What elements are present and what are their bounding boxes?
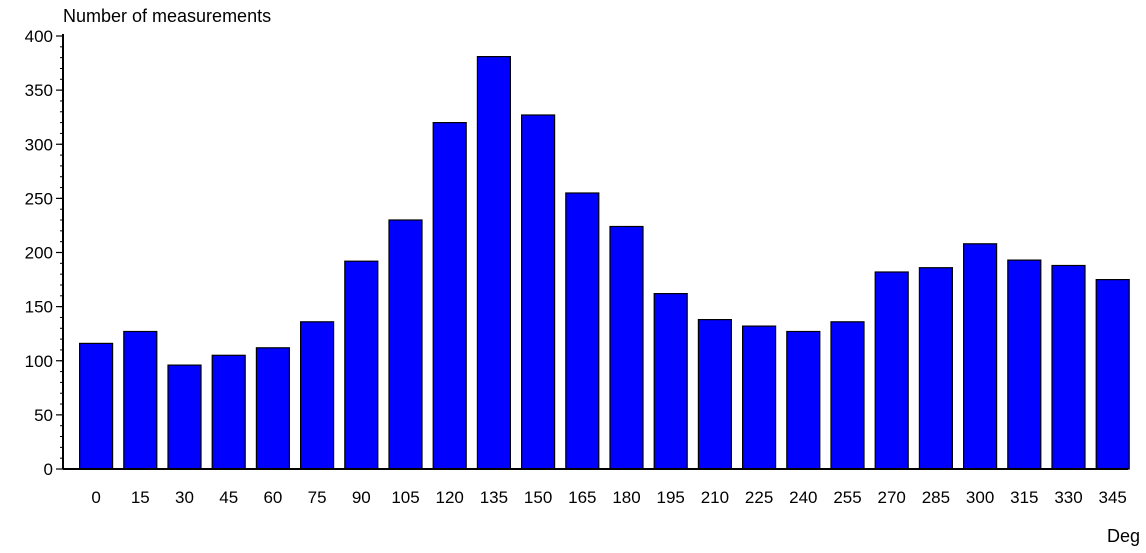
bar-240	[786, 330, 821, 470]
bar-90	[344, 260, 379, 470]
bar-60	[255, 347, 290, 470]
bar-180	[609, 225, 644, 470]
bar-225	[741, 325, 777, 470]
bar-270	[874, 271, 909, 470]
x-tick-label-150: 150	[524, 488, 552, 507]
y-axis: 0 50 100 150 200 250 300 350 400	[25, 27, 64, 479]
x-tick-label-180: 180	[612, 488, 640, 507]
x-axis: 0 15 30 45 60 75 90 105 120 135 150 165 180 195 210 225…	[63, 468, 1128, 507]
bar-120	[432, 121, 467, 470]
bar-345	[1095, 279, 1130, 470]
bar-210	[697, 319, 733, 470]
y-tick-label-300: 300	[25, 135, 53, 154]
x-tick-label-165: 165	[568, 488, 596, 507]
x-axis-label: Deg	[1107, 526, 1140, 546]
bar-285	[918, 267, 954, 470]
x-tick-label-105: 105	[391, 488, 419, 507]
x-tick-label-135: 135	[480, 488, 508, 507]
x-tick-label-120: 120	[436, 488, 464, 507]
x-tick-label-90: 90	[352, 488, 371, 507]
x-tick-label-30: 30	[175, 488, 194, 507]
x-tick-label-270: 270	[878, 488, 906, 507]
bar-195	[653, 293, 688, 470]
y-tick-label-0: 0	[44, 460, 53, 479]
bar-330	[1051, 264, 1086, 470]
x-tick-label-255: 255	[833, 488, 861, 507]
x-tick-label-285: 285	[922, 488, 950, 507]
y-tick-label-400: 400	[25, 27, 53, 46]
bar-300	[962, 243, 998, 470]
x-tick-label-345: 345	[1099, 488, 1127, 507]
x-tick-label-195: 195	[657, 488, 685, 507]
x-tick-label-210: 210	[701, 488, 729, 507]
y-tick-label-250: 250	[25, 189, 53, 208]
bar-150	[520, 114, 556, 470]
bar-15	[123, 330, 158, 470]
bar-75	[300, 321, 335, 470]
x-tick-label-225: 225	[745, 488, 773, 507]
x-tick-label-15: 15	[131, 488, 150, 507]
x-tick-label-240: 240	[789, 488, 817, 507]
x-tick-label-60: 60	[263, 488, 282, 507]
y-tick-label-200: 200	[25, 244, 53, 263]
x-tick-label-0: 0	[91, 488, 100, 507]
bar-255	[830, 321, 865, 470]
bar-165	[565, 192, 600, 470]
y-tick-label-50: 50	[34, 406, 53, 425]
bar-0	[78, 342, 114, 470]
y-tick-label-350: 350	[25, 81, 53, 100]
x-tick-label-300: 300	[966, 488, 994, 507]
bar-135	[476, 55, 511, 470]
x-tick-label-315: 315	[1010, 488, 1038, 507]
x-tick-label-45: 45	[219, 488, 238, 507]
y-axis-label: Number of measurements	[63, 6, 271, 26]
x-tick-label-330: 330	[1054, 488, 1082, 507]
bar-315	[1007, 259, 1042, 470]
bar-30	[167, 364, 202, 470]
y-tick-label-150: 150	[25, 298, 53, 317]
bars-group	[78, 55, 1130, 470]
y-tick-label-100: 100	[25, 352, 53, 371]
bar-45	[211, 354, 246, 470]
bar-105	[388, 219, 423, 470]
x-tick-label-75: 75	[308, 488, 327, 507]
